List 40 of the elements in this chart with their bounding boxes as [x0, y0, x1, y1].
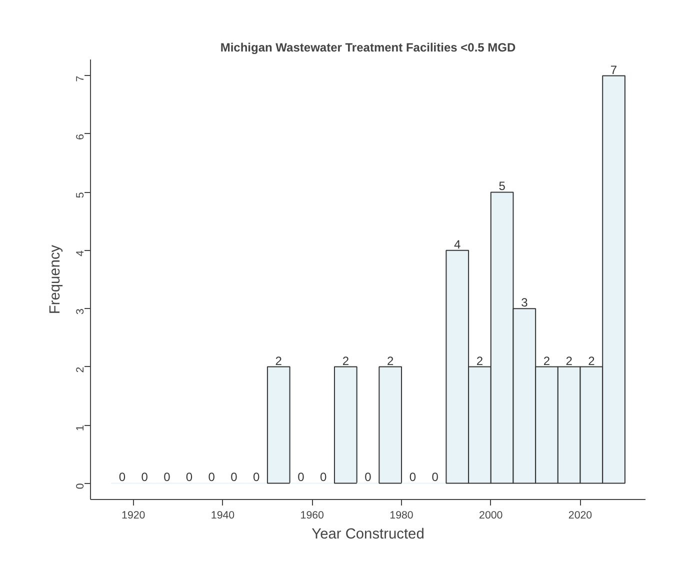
x-tick-label: 1960	[300, 510, 324, 522]
y-tick-label: 7	[74, 76, 86, 82]
data-label: 7	[610, 62, 618, 77]
data-label: 2	[588, 354, 596, 368]
y-axis-title: Frequency	[48, 244, 64, 314]
data-label: 4	[454, 237, 462, 252]
data-label: 0	[208, 470, 216, 484]
data-label: 0	[118, 470, 126, 484]
data-label: 0	[432, 470, 439, 484]
y-tick-label: 1	[74, 424, 86, 431]
data-label: 2	[342, 354, 350, 368]
data-label: 0	[364, 470, 372, 484]
data-label: 0	[252, 470, 260, 484]
data-label: 0	[298, 470, 305, 484]
data-label: 0	[141, 470, 148, 484]
y-tick-label: 0	[74, 483, 86, 490]
data-label: 2	[543, 354, 550, 368]
y-tick-label: 5	[74, 192, 86, 198]
data-label: 2	[387, 354, 394, 368]
data-label: 0	[409, 470, 416, 484]
y-tick-label: 2	[74, 366, 86, 373]
chart-title: Michigan Wastewater Treatment Facilities <0.5 MGD	[220, 40, 516, 54]
y-tick-label: 3	[74, 308, 86, 315]
data-label: 2	[476, 354, 484, 368]
data-label: 0	[186, 470, 193, 484]
y-tick-label: 4	[74, 250, 86, 256]
data-label: 5	[498, 179, 506, 194]
x-tick-label: 1980	[390, 510, 414, 522]
data-label: 2	[275, 354, 282, 368]
x-axis-title: Year Constructed	[312, 526, 424, 542]
data-label: 0	[320, 470, 327, 484]
y-tick-label: 6	[74, 134, 86, 140]
x-tick-label: 2020	[568, 510, 592, 522]
data-label: 0	[164, 470, 171, 484]
data-label: 3	[521, 296, 528, 310]
x-tick-label: 2000	[479, 510, 503, 522]
x-tick-label: 1940	[210, 510, 235, 522]
data-label: 2	[566, 354, 573, 368]
data-label: 0	[230, 470, 238, 484]
x-tick-label: 1920	[122, 510, 146, 522]
